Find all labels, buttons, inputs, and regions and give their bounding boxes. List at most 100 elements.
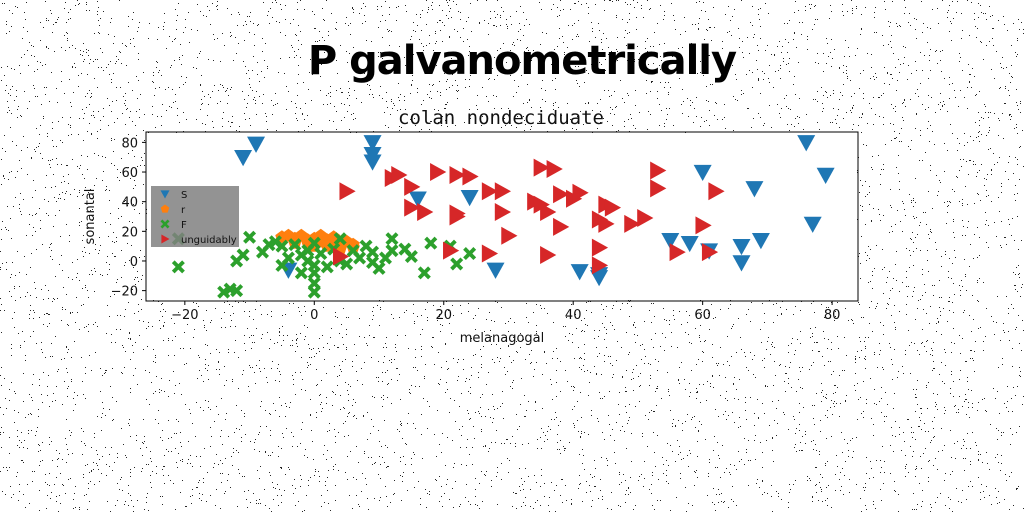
data-point	[363, 135, 382, 152]
data-point	[408, 191, 427, 208]
data-point	[624, 214, 641, 233]
data-point	[339, 182, 356, 201]
data-point	[404, 250, 418, 264]
data-point	[281, 251, 295, 265]
legend-marker	[160, 219, 170, 229]
data-point	[288, 238, 302, 252]
data-point	[669, 243, 686, 262]
y-tick-label: 60	[121, 166, 138, 181]
data-point	[680, 235, 699, 253]
data-point	[486, 262, 505, 279]
data-point	[546, 160, 563, 179]
y-axis-label: sonantal	[83, 189, 98, 245]
data-point	[385, 244, 399, 258]
data-point	[417, 266, 431, 280]
data-point	[751, 233, 770, 250]
legend-marker	[161, 234, 170, 244]
data-point	[745, 181, 764, 198]
data-point	[247, 136, 266, 153]
data-point	[333, 232, 347, 246]
data-point	[591, 256, 609, 275]
data-point	[462, 167, 479, 186]
data-point	[243, 230, 257, 244]
data-point	[450, 257, 464, 271]
data-point	[417, 203, 434, 222]
legend-marker	[160, 204, 170, 213]
legend-label: r	[181, 205, 186, 216]
data-point	[481, 182, 499, 201]
data-point	[332, 247, 350, 266]
data-point	[816, 167, 835, 184]
data-point	[391, 165, 408, 184]
axes-frame	[145, 131, 859, 302]
y-tick-label: 40	[121, 196, 138, 211]
data-point	[404, 177, 421, 196]
data-point	[307, 236, 321, 250]
x-tick-label: 40	[565, 308, 582, 323]
x-axis-label: melanagogal	[460, 331, 544, 346]
legend-label: unguidably	[181, 235, 237, 246]
data-point	[262, 238, 276, 252]
data-point	[424, 236, 438, 250]
data-point	[553, 185, 570, 204]
y-tick-label: −20	[111, 285, 138, 300]
series-S	[234, 135, 835, 287]
data-point	[732, 255, 751, 272]
data-point	[695, 216, 712, 235]
data-point	[650, 179, 667, 198]
series-F	[171, 230, 477, 299]
data-point	[236, 248, 250, 262]
figure-suptitle: P galvanometrically	[307, 38, 737, 84]
data-point	[443, 241, 460, 260]
y-tick-label: 80	[121, 136, 138, 151]
x-tick-label: 20	[435, 308, 452, 323]
x-tick-label: −20	[171, 308, 198, 323]
data-point	[230, 284, 244, 298]
data-point	[366, 245, 380, 259]
data-point	[363, 154, 382, 171]
data-point	[463, 247, 477, 261]
series-unguidably	[332, 158, 725, 275]
data-point	[650, 161, 667, 180]
data-point	[353, 251, 367, 265]
data-point	[604, 198, 622, 217]
data-marks	[171, 135, 835, 299]
data-point	[494, 182, 511, 201]
data-point	[803, 216, 822, 233]
data-point	[372, 261, 386, 275]
data-point	[590, 270, 609, 287]
y-tick-label: 0	[130, 255, 138, 270]
data-point	[732, 238, 751, 256]
data-point	[449, 204, 466, 223]
data-point	[501, 226, 518, 245]
data-point	[570, 264, 589, 281]
data-point	[404, 198, 421, 217]
data-point	[540, 246, 557, 265]
data-point	[320, 260, 334, 274]
data-point	[797, 135, 816, 152]
data-point	[307, 285, 321, 299]
data-point	[540, 203, 557, 222]
legend-label: S	[181, 190, 187, 201]
data-point	[460, 190, 479, 207]
data-point	[307, 266, 321, 280]
data-point	[661, 233, 680, 250]
data-point	[591, 238, 609, 257]
data-point	[494, 203, 511, 222]
y-tick-label: 20	[121, 225, 138, 240]
data-point	[693, 164, 712, 182]
data-point	[572, 183, 589, 202]
data-point	[637, 208, 654, 227]
legend-label: F	[181, 220, 187, 231]
data-point	[533, 158, 550, 177]
data-point	[314, 247, 328, 261]
data-point	[234, 150, 253, 167]
data-point	[385, 232, 399, 246]
x-tick-label: 0	[310, 308, 318, 323]
data-point	[701, 243, 719, 262]
data-point	[340, 257, 354, 271]
data-point	[275, 239, 289, 253]
legend-marker	[160, 190, 170, 199]
